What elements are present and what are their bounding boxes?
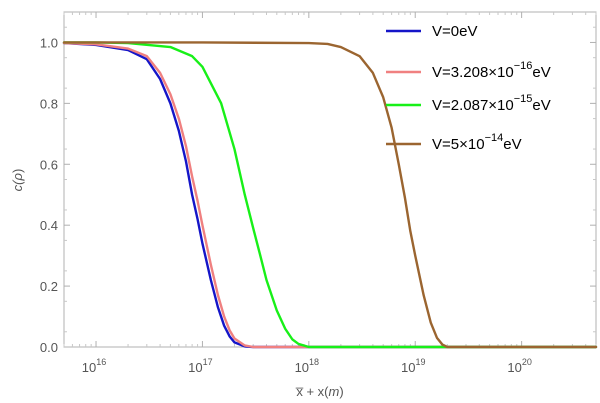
y-tick-label: 0.6 xyxy=(40,157,58,172)
legend-label-exponent: −15 xyxy=(514,93,533,105)
legend-label-text: V=0eV xyxy=(432,23,477,40)
legend-label-text: V=5×10 xyxy=(432,136,485,153)
x-tick-label-base: 10 xyxy=(295,360,309,375)
legend-label-2: V=3.208×10−16eV xyxy=(432,60,551,81)
legend-label-3: V=2.087×10−15eV xyxy=(432,93,551,114)
series-line-1 xyxy=(62,41,598,349)
y-tick-label: 0.0 xyxy=(40,340,58,355)
legend-label-unit: eV xyxy=(503,136,521,153)
y-axis-label-text: c( xyxy=(10,179,25,192)
x-axis-label-close: ) xyxy=(339,384,343,399)
y-tick-label: 0.4 xyxy=(40,218,58,233)
x-tick-label: 1020 xyxy=(507,357,531,375)
x-tick-label-exponent: 19 xyxy=(415,357,425,367)
x-tick-label: 1016 xyxy=(82,357,106,375)
y-tick-label: 0.2 xyxy=(40,279,58,294)
y-tick-label: 1.0 xyxy=(40,35,58,50)
x-tick-label-exponent: 16 xyxy=(96,357,106,367)
legend-label-text: V=3.208×10 xyxy=(432,64,514,81)
x-tick-label: 1017 xyxy=(188,357,212,375)
x-axis-label-unit: m xyxy=(328,384,339,399)
x-axis-label-text: x̅ + x( xyxy=(296,384,330,399)
y-axis-label-symbol: ρ xyxy=(10,172,25,181)
legend-label-exponent: −14 xyxy=(485,132,504,144)
x-tick-label-exponent: 18 xyxy=(309,357,319,367)
legend-label-exponent: −16 xyxy=(514,60,533,72)
axis-labels: x̅ + x(m)c(ρ) xyxy=(10,169,344,399)
x-tick-label-base: 10 xyxy=(401,360,415,375)
x-tick-label-base: 10 xyxy=(82,360,96,375)
x-tick-label: 1018 xyxy=(295,357,319,375)
legend-label-1: V=0eV xyxy=(432,23,477,40)
y-axis-label: c(ρ) xyxy=(10,169,25,192)
x-tick-label-exponent: 17 xyxy=(203,357,213,367)
series-line-2 xyxy=(62,41,598,349)
legend-label-4: V=5×10−14eV xyxy=(432,132,522,153)
x-axis-label: x̅ + x(m) xyxy=(296,384,344,399)
legend-label-unit: eV xyxy=(532,97,550,114)
series xyxy=(62,41,598,349)
x-tick-label: 1019 xyxy=(401,357,425,375)
legend: V=0eVV=3.208×10−16eVV=2.087×10−15eVV=5×1… xyxy=(386,23,551,153)
series-line-3 xyxy=(62,41,598,349)
y-axis-label-close: ) xyxy=(10,169,25,173)
x-tick-label-base: 10 xyxy=(188,360,202,375)
series-line-4 xyxy=(62,41,598,349)
legend-label-unit: eV xyxy=(532,64,550,81)
legend-label-text: V=2.087×10 xyxy=(432,97,514,114)
x-tick-label-base: 10 xyxy=(507,360,521,375)
y-tick-label: 0.8 xyxy=(40,96,58,111)
x-tick-label-exponent: 20 xyxy=(522,357,532,367)
